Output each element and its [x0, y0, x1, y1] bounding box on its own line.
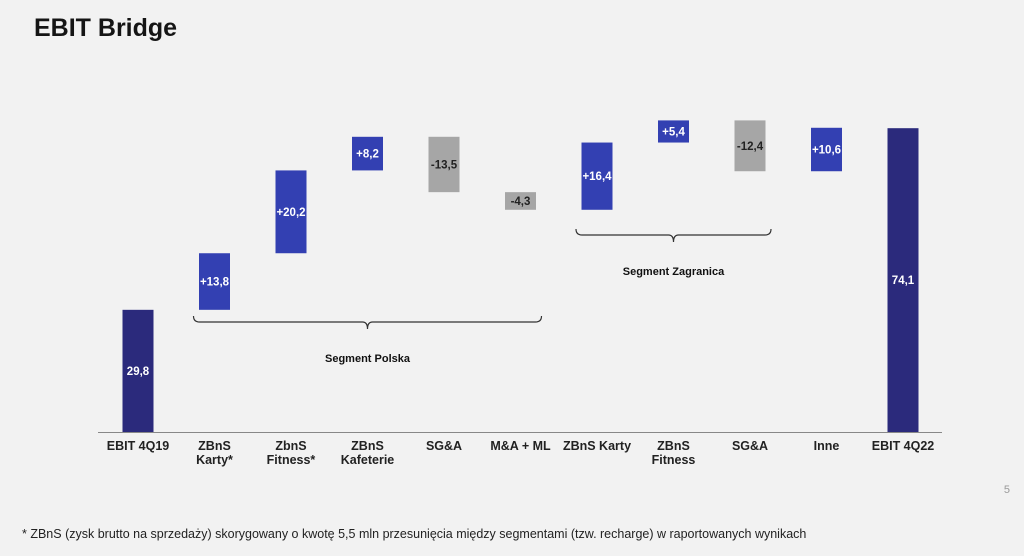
category-label: Kafeterie [341, 453, 395, 467]
bar-value-label: +5,4 [662, 126, 685, 138]
segment-brace [575, 228, 772, 243]
bar-value-label: +10,6 [812, 145, 841, 157]
category-label: Fitness [652, 453, 696, 467]
bar-5 [505, 192, 536, 210]
category-label: ZBnS [351, 439, 384, 453]
category-label: SG&A [732, 439, 768, 453]
bar-9 [811, 127, 842, 172]
category-label: ZbnS [275, 439, 306, 453]
bar-6 [581, 142, 613, 210]
category-label: SG&A [426, 439, 462, 453]
bar-1 [199, 253, 230, 310]
bar-10 [887, 128, 919, 432]
bar-value-label: 74,1 [892, 275, 915, 287]
bar-value-label: +13,8 [200, 277, 230, 289]
bar-value-label: +20,2 [276, 207, 305, 219]
category-label: EBIT 4Q19 [107, 439, 170, 453]
bar-3 [352, 136, 383, 171]
bar-value-label: 29,8 [127, 366, 150, 378]
category-label: ZBnS [657, 439, 690, 453]
bar-value-label: -13,5 [431, 159, 458, 171]
category-label: EBIT 4Q22 [872, 439, 935, 453]
category-label: ZBnS [198, 439, 231, 453]
page-number: 5 [1003, 484, 1010, 496]
page-title: EBIT Bridge [34, 14, 178, 42]
category-label: M&A + ML [490, 439, 551, 453]
bar-value-label: +16,4 [582, 171, 612, 183]
category-label: Karty* [196, 453, 233, 467]
bar-0 [122, 309, 154, 432]
category-label: ZBnS Karty [563, 439, 631, 453]
bar-8 [734, 120, 766, 172]
bar-2 [275, 170, 307, 254]
bar-value-label: +8,2 [356, 149, 379, 161]
segment-brace [192, 315, 543, 330]
segment-label: Segment Polska [325, 353, 411, 365]
category-label: Fitness* [267, 453, 316, 467]
bar-7 [658, 120, 689, 143]
bar-value-label: -4,3 [511, 196, 531, 208]
bar-value-label: -12,4 [737, 141, 764, 153]
category-label: Inne [814, 439, 840, 453]
segment-label: Segment Zagranica [623, 266, 725, 278]
footnote: * ZBnS (zysk brutto na sprzedaży) skoryg… [22, 527, 807, 541]
bar-4 [428, 136, 460, 193]
